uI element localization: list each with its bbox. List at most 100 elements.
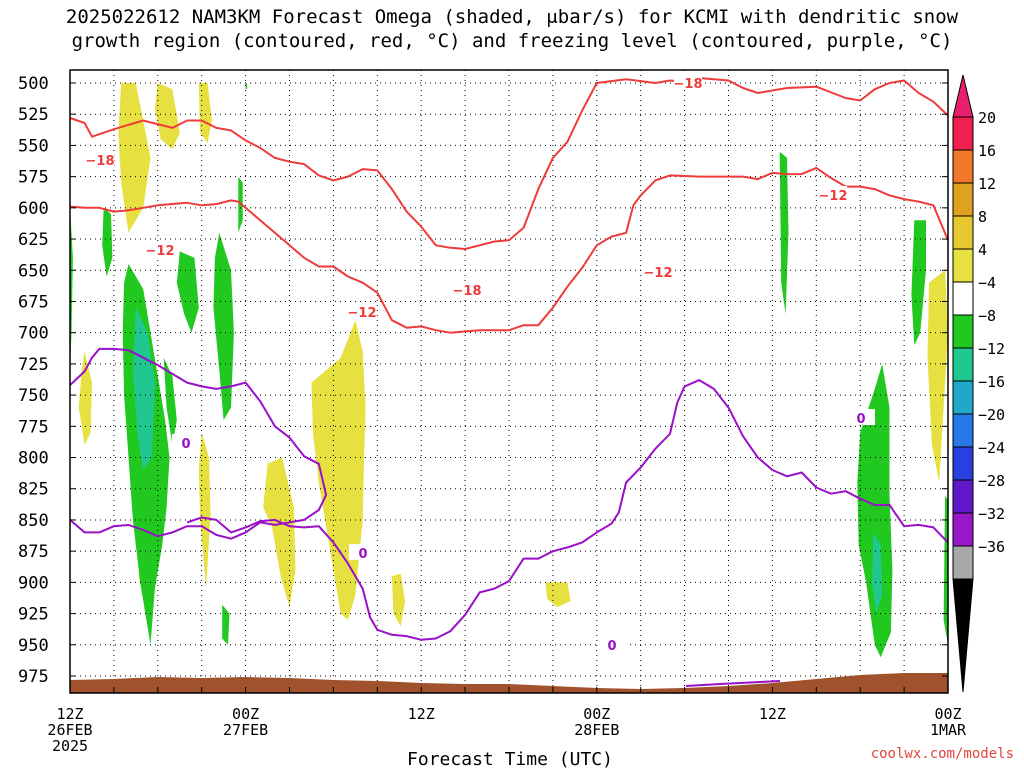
- grid-layer: [70, 70, 948, 693]
- contour-label-1-2: −12: [644, 266, 673, 281]
- contour-label-bg-0-1: [674, 74, 702, 90]
- contour-2-0: [69, 347, 328, 540]
- x-axis-label: Forecast Time (UTC): [407, 749, 613, 768]
- y-tick-label-925: 925: [18, 605, 49, 625]
- y-tick-label-800: 800: [18, 449, 49, 469]
- x-tick-label-0-0: 12Z: [56, 705, 83, 723]
- omega-region-m4-6: [222, 604, 230, 645]
- omega-region-m4-3: [176, 251, 199, 333]
- y-tick-label-500: 500: [18, 74, 49, 94]
- colorbar-bin-0: [952, 116, 974, 151]
- y-axis: 500 525 550 575 600 625 650 675 700 725 750 775 800 8…: [18, 74, 948, 687]
- contour-label-1-1: −12: [348, 306, 377, 321]
- y-tick-label-775: 775: [18, 417, 49, 437]
- colorbar-bin-5: [952, 281, 974, 316]
- contour-label-bg-2-3: [847, 409, 875, 425]
- y-tick-label-750: 750: [18, 386, 49, 406]
- contour-label-2-2: 0: [607, 639, 616, 654]
- colorbar-bin-11: [952, 479, 974, 514]
- y-tick-label-975: 975: [18, 667, 49, 687]
- omega-region-m4-4: [213, 232, 234, 421]
- y-tick-label-700: 700: [18, 324, 49, 344]
- x-tick-label-5-1: 1MAR: [930, 721, 967, 739]
- omega-region-4-2: [198, 83, 212, 143]
- x-tick-label-3-1: 28FEB: [574, 721, 619, 739]
- colorbar-label-6: −8: [978, 307, 996, 325]
- colorbar-bin-13: [952, 545, 974, 580]
- omega-region-m4-8: [245, 83, 248, 90]
- omega-region-m4-1: [102, 207, 113, 277]
- contour-2-1: [186, 379, 949, 641]
- omega-region-4-10: [927, 270, 948, 483]
- contour-layer: −18 −18 −18 −12 −12 −12 −12 0 0 0 0: [69, 74, 949, 654]
- colorbar-bin-6: [952, 314, 974, 349]
- colorbar-label-7: −12: [978, 340, 1005, 358]
- x-tick-label-2-0: 12Z: [408, 705, 435, 723]
- y-tick-label-550: 550: [18, 136, 49, 156]
- omega-region-4-4: [198, 432, 211, 589]
- y-tick-label-725: 725: [18, 355, 49, 375]
- x-tick-label-0-1: 26FEB: [47, 721, 92, 739]
- contour-0-0: [69, 77, 949, 250]
- y-tick-label-875: 875: [18, 542, 49, 562]
- contour-label-2-1: 0: [358, 547, 367, 562]
- omega-region-m8-1: [871, 532, 883, 614]
- colorbar-label-1: 16: [978, 142, 996, 160]
- plot-frame: [69, 69, 949, 694]
- credit-text: coolwx.com/models: [870, 746, 1014, 762]
- omega-region-4-6: [263, 457, 296, 608]
- colorbar-bin-8: [952, 380, 974, 415]
- omega-region-m4-5: [163, 357, 177, 445]
- contour-label-1-3: −12: [819, 189, 848, 204]
- omega-region-m4-9: [779, 151, 789, 314]
- omega-region-4-9: [545, 582, 571, 608]
- x-tick-label-4-0: 12Z: [759, 705, 786, 723]
- y-tick-label-575: 575: [18, 168, 49, 188]
- y-tick-label-850: 850: [18, 511, 49, 531]
- colorbar-label-9: −20: [978, 406, 1005, 424]
- y-tick-label-900: 900: [18, 573, 49, 593]
- colorbar-bin-9: [952, 413, 974, 448]
- colorbar-bin-10: [952, 446, 974, 481]
- colorbar-label-13: −36: [978, 538, 1005, 556]
- colorbar-label-12: −32: [978, 505, 1005, 523]
- y-tick-label-525: 525: [18, 105, 49, 125]
- colorbar-bin-12: [952, 512, 974, 547]
- contour-label-bg-2-1: [349, 544, 377, 560]
- colorbar-bin-2: [952, 182, 974, 217]
- omega-shading-layer: [70, 83, 948, 658]
- contour-label-1-0: −12: [146, 244, 175, 259]
- colorbar-label-5: −4: [978, 274, 996, 292]
- colorbar-label-0: 20: [978, 109, 996, 127]
- omega-region-4-1: [154, 83, 180, 150]
- chart-title-line-1: 2025022612 NAM3KM Forecast Omega (shaded…: [65, 6, 959, 28]
- x-tick-label-1-1: 27FEB: [223, 721, 268, 739]
- colorbar-label-8: −16: [978, 373, 1005, 391]
- contour-label-0-0: −18: [86, 154, 115, 169]
- colorbar-bin-7: [952, 347, 974, 382]
- contour-label-bg-2-0: [172, 434, 200, 450]
- freezing-surface-segment: [685, 680, 781, 687]
- contour-label-bg-2-2: [598, 636, 626, 652]
- y-tick-label-825: 825: [18, 480, 49, 500]
- contour-label-2-0: 0: [181, 437, 190, 452]
- omega-region-4-8: [391, 573, 406, 627]
- colorbar-top-arrow: [952, 74, 974, 118]
- y-tick-label-650: 650: [18, 261, 49, 281]
- colorbar-bin-1: [952, 149, 974, 184]
- x-tick-label-5-0: 00Z: [934, 705, 961, 723]
- omega-region-m4-12: [943, 495, 948, 645]
- colorbar-label-4: 4: [978, 241, 987, 259]
- contour-label-bg-0-0: [86, 151, 114, 167]
- colorbar-bin-3: [952, 215, 974, 250]
- y-tick-label-625: 625: [18, 230, 49, 250]
- colorbar-bottom-arrow: [952, 578, 974, 693]
- contour-label-bg-1-3: [819, 186, 847, 202]
- chart-title-line-2: growth region (contoured, red, °C) and f…: [71, 30, 953, 52]
- x-tick-label-0-2: 2025: [52, 737, 88, 755]
- omega-region-m4-11: [911, 220, 926, 346]
- colorbar-label-2: 12: [978, 175, 996, 193]
- contour-label-bg-1-1: [348, 303, 376, 319]
